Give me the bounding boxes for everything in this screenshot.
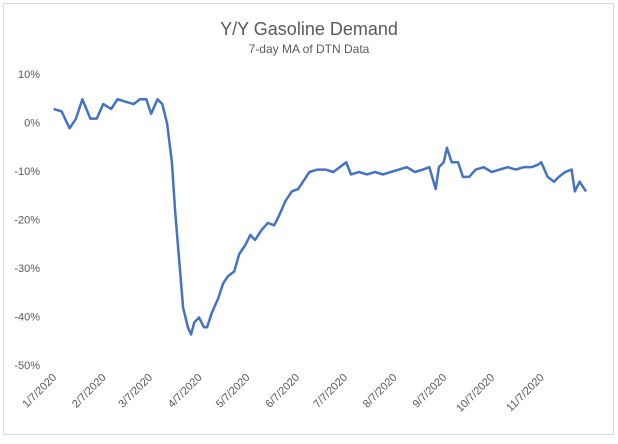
chart-border [3, 3, 614, 435]
y-tick-label: 0% [24, 117, 40, 129]
y-tick-label: -10% [14, 166, 40, 178]
chart-title: Y/Y Gasoline Demand [220, 19, 398, 39]
chart-subtitle: 7-day MA of DTN Data [249, 42, 370, 56]
y-tick-label: -50% [14, 360, 40, 372]
data-line [53, 98, 588, 336]
y-tick-label: 10% [18, 69, 40, 81]
y-tick-label: -40% [14, 311, 40, 323]
y-tick-label: -20% [14, 214, 40, 226]
y-tick-label: -30% [14, 263, 40, 275]
